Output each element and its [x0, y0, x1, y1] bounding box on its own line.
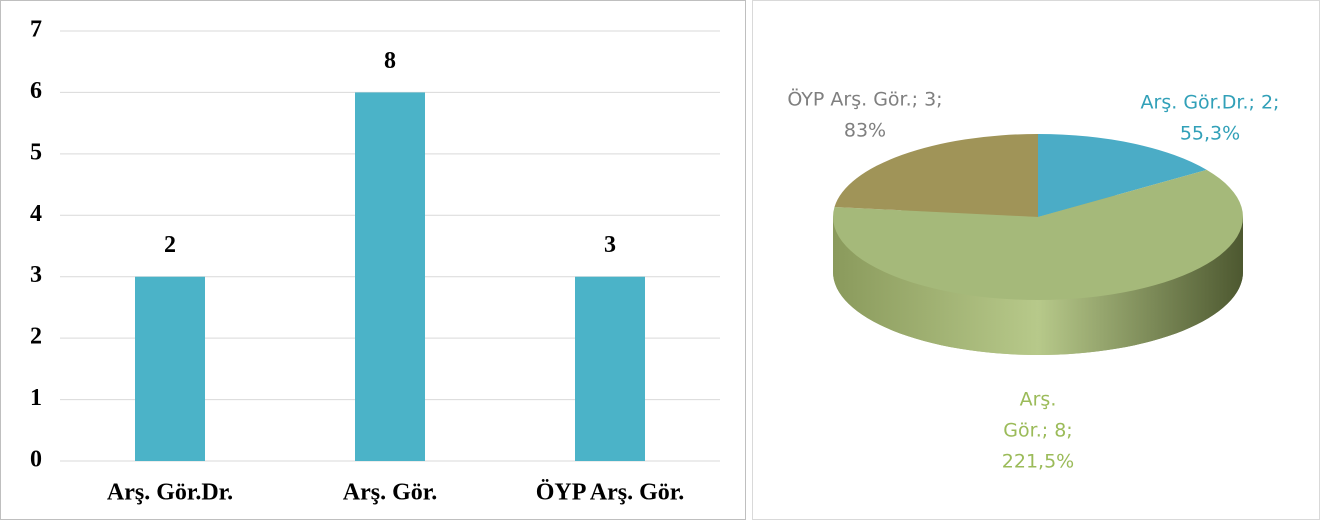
y-tick-label: 2: [30, 324, 42, 350]
pie-label: ÖYP Arş. Gör.; 3;: [787, 88, 942, 111]
pie-slice: [832, 169, 1243, 300]
bar-label: 3: [604, 232, 616, 258]
x-tick-label: Arş. Gör.: [343, 480, 437, 506]
bar: [135, 276, 205, 461]
pie-slice: [834, 134, 1038, 217]
y-tick-label: 3: [30, 262, 42, 288]
y-tick-label: 5: [30, 139, 42, 165]
x-tick-label: ÖYP Arş. Gör.: [536, 480, 684, 506]
pie-label: Gör.; 8;: [1003, 420, 1072, 442]
y-tick-label: 7: [30, 17, 42, 43]
pie-label: Arş. Gör.Dr.; 2;: [1141, 92, 1280, 114]
bar: [355, 92, 425, 461]
pie-slice: [1038, 134, 1207, 217]
y-tick-label: 0: [30, 447, 42, 473]
y-tick-label: 1: [30, 385, 42, 411]
y-tick-label: 4: [30, 201, 42, 227]
pie-label: 83%: [844, 120, 886, 142]
pie-label: Arş.: [1020, 389, 1057, 411]
bar-label: 2: [164, 232, 176, 258]
y-tick-label: 6: [30, 78, 42, 104]
pie-label: 221,5%: [1002, 451, 1074, 473]
pie-label: 55,3%: [1180, 123, 1240, 145]
bar-label: 8: [384, 48, 396, 74]
bar: [575, 276, 645, 461]
x-tick-label: Arş. Gör.Dr.: [107, 480, 233, 506]
